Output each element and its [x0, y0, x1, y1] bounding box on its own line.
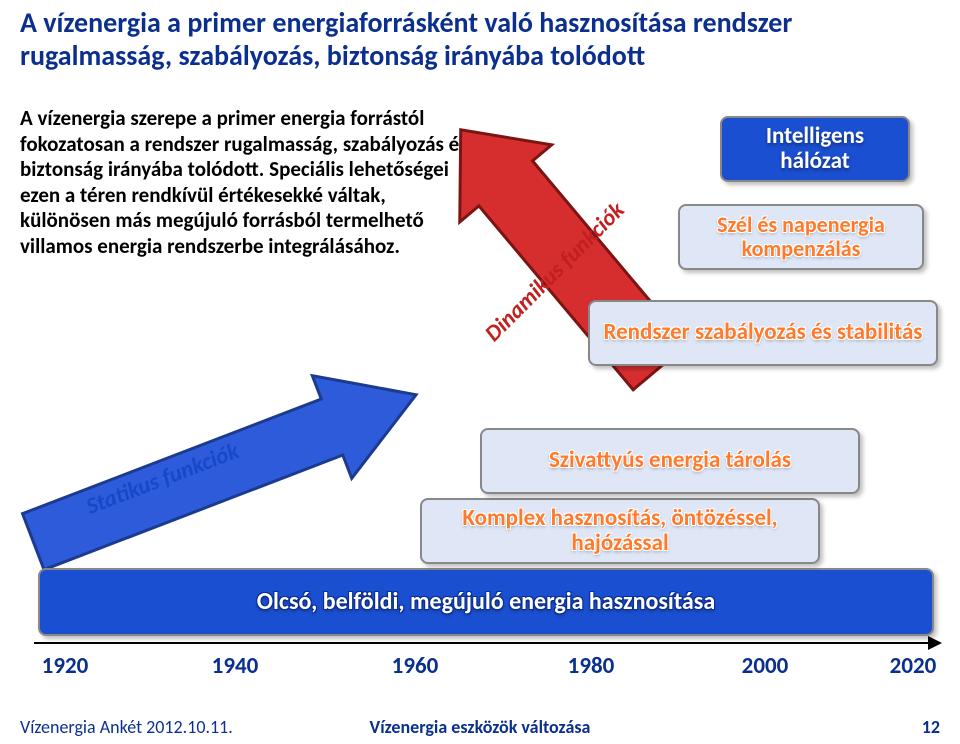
- axis-tick: 1980: [556, 652, 626, 680]
- axis-arrowhead-icon: [928, 636, 942, 650]
- bar-label: Szivattyús energia tárolás: [549, 448, 791, 473]
- bar-tarolas: Szivattyús energia tárolás: [480, 428, 860, 494]
- bar-label: Komplex hasznosítás, öntözéssel, hajózás…: [430, 506, 810, 557]
- bar-label: Olcsó, belföldi, megújuló energia haszno…: [257, 589, 715, 615]
- axis-tick: 1960: [380, 652, 450, 680]
- footer-center: Vízenergia eszközök változása: [20, 716, 940, 738]
- slide-footer: Vízenergia Ankét 2012.10.11. Vízenergia …: [20, 716, 940, 738]
- bar-label: Intelligens hálózat: [730, 124, 900, 175]
- axis-tick: 1940: [200, 652, 270, 680]
- bar-label: Szél és napenergia kompenzálás: [688, 213, 914, 261]
- static-arrow: Statikus funkciók: [10, 350, 430, 590]
- page-title: A vízenergia a primer energiaforrásként …: [20, 6, 940, 72]
- axis-line: [34, 642, 928, 644]
- dynamic-arrow: Dinamikus funkciók: [440, 100, 700, 420]
- bar-bottom: Olcsó, belföldi, megújuló energia haszno…: [38, 568, 934, 636]
- bar-intelligens: Intelligens hálózat: [720, 116, 910, 182]
- bar-label: Rendszer szabályozás és stabilitás: [603, 320, 922, 345]
- axis-tick: 2000: [730, 652, 800, 680]
- bar-szel: Szél és napenergia kompenzálás: [678, 204, 924, 270]
- bar-stabilitas: Rendszer szabályozás és stabilitás: [588, 300, 938, 366]
- axis-tick: 1920: [30, 652, 100, 680]
- bar-komplex: Komplex hasznosítás, öntözéssel, hajózás…: [420, 498, 820, 564]
- axis-tick: 2020: [878, 652, 948, 680]
- slide: A vízenergia a primer energiaforrásként …: [0, 0, 960, 744]
- intro-paragraph: A vízenergia szerepe a primer energia fo…: [20, 106, 470, 260]
